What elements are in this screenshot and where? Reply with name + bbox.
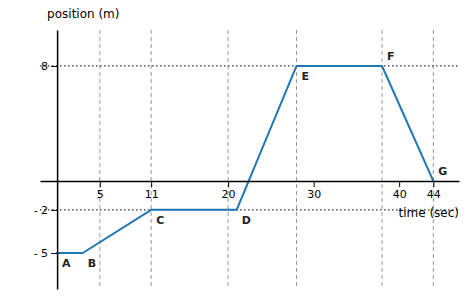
tick: 20 — [222, 181, 236, 201]
axis-line — [41, 181, 460, 183]
tick-label: 30 — [307, 188, 321, 201]
tick-label: - 5 — [34, 247, 48, 260]
tick-label: 8 — [41, 60, 48, 73]
tick-label: 44 — [427, 188, 441, 201]
tick-mark — [100, 181, 101, 187]
tick: 8 — [41, 60, 57, 73]
tick-mark — [51, 66, 57, 67]
tick: 40 — [393, 181, 407, 201]
axis-line — [57, 31, 59, 290]
reference-hline — [40, 209, 459, 210]
chart: 5 11 20 30 40 44 - 5 - 2 8 position (m) time (sec)… — [0, 0, 474, 301]
y-axis: - 5 - 2 8 — [34, 31, 58, 290]
tick-mark — [314, 181, 315, 187]
tick-mark — [433, 181, 434, 187]
tick-label: 5 — [97, 188, 104, 201]
tick: 11 — [145, 181, 159, 201]
tick: 30 — [307, 181, 321, 201]
tick: - 2 — [34, 204, 57, 217]
reference-vline — [433, 30, 434, 289]
plot: 5 11 20 30 40 44 - 5 - 2 8 position (m) time (sec)… — [34, 7, 460, 290]
tick-mark — [51, 210, 57, 211]
point-label: E — [302, 70, 310, 83]
plot-area — [40, 30, 459, 289]
tick-label: 11 — [145, 188, 159, 201]
tick: 5 — [97, 181, 104, 201]
tick-label: - 2 — [34, 204, 48, 217]
point-label: F — [387, 50, 395, 63]
tick-mark — [399, 181, 400, 187]
reference-vline — [99, 30, 100, 289]
reference-vline — [151, 30, 152, 289]
tick-label: 40 — [393, 188, 407, 201]
x-axis-title: time (sec) — [398, 206, 459, 220]
line — [57, 66, 433, 253]
point-label: C — [156, 214, 164, 227]
tick: - 5 — [34, 247, 57, 260]
point-label: G — [438, 165, 447, 178]
tick: 44 — [427, 181, 441, 201]
point-label: A — [62, 257, 71, 270]
point-label: B — [88, 257, 96, 270]
reference-hline — [40, 65, 459, 66]
tick-mark — [51, 253, 57, 254]
point-label: D — [242, 214, 251, 227]
reference-vline — [228, 30, 229, 289]
tick-mark — [228, 181, 229, 187]
point-labels: A B C D E F G — [62, 50, 447, 270]
tick-label: 20 — [222, 188, 236, 201]
y-axis-title: position (m) — [47, 7, 119, 21]
x-axis: 5 11 20 30 40 44 — [41, 181, 460, 201]
tick-mark — [151, 181, 152, 187]
